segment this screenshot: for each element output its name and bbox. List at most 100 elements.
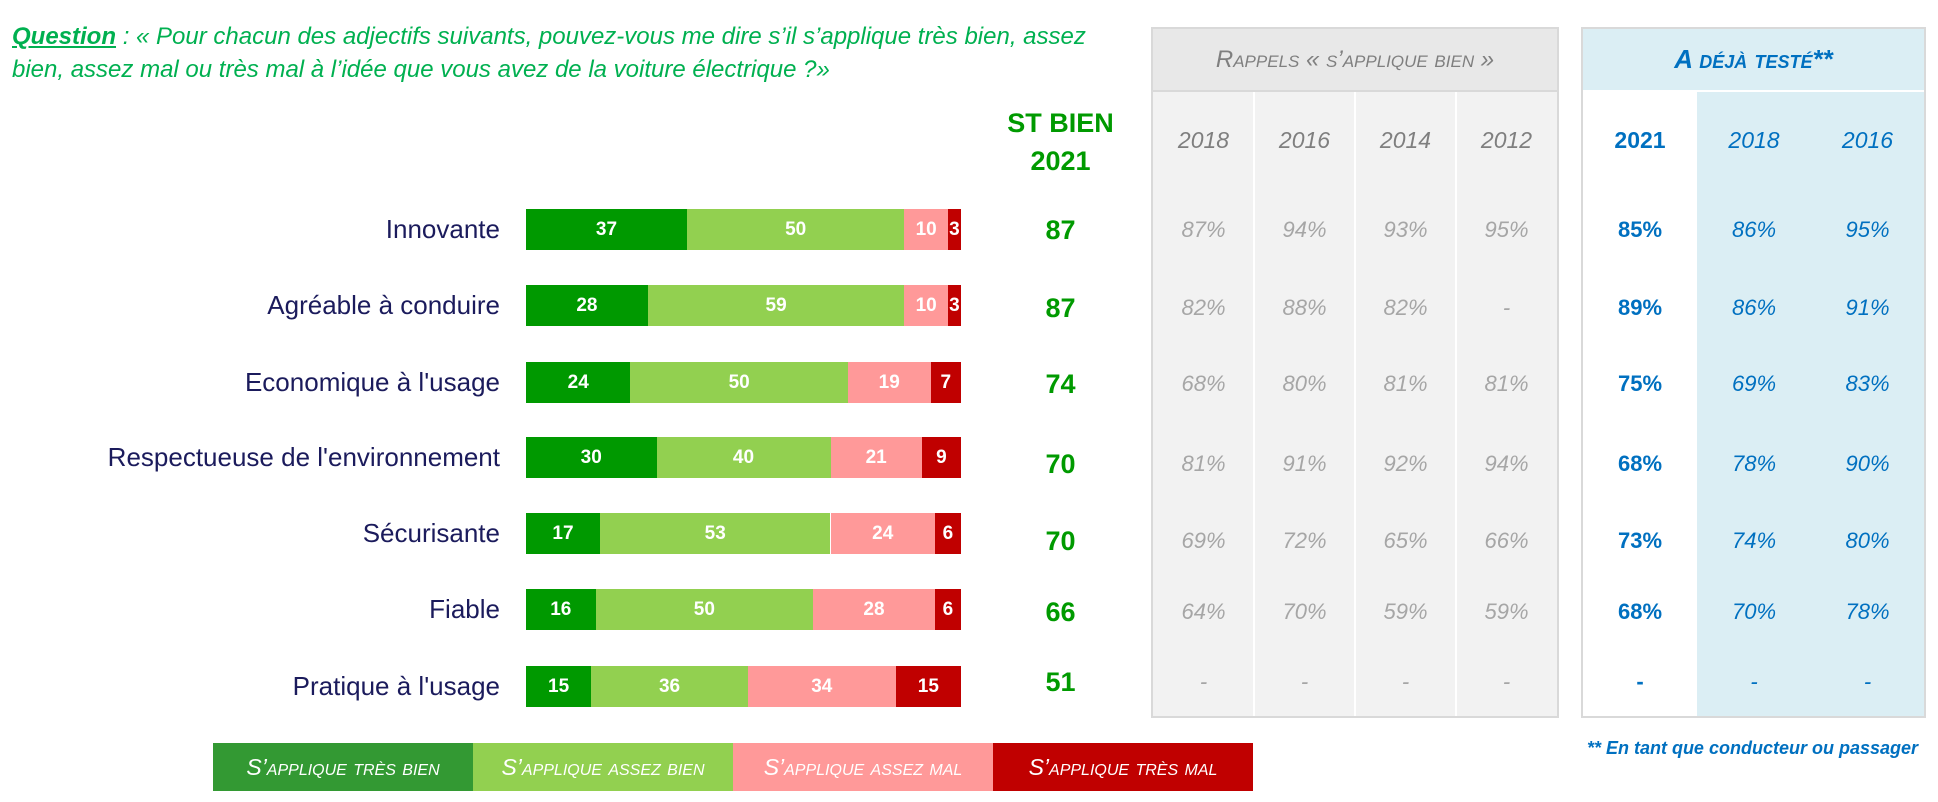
deja-teste-value: - [1750,669,1758,694]
deja-teste-value: 75% [1617,371,1663,396]
rappels-value: 81% [1484,371,1529,396]
bar-segment-assez-mal: 28 [813,588,935,630]
st-bien-value: 87 [1045,293,1076,323]
deja-teste-value: 80% [1845,528,1890,553]
question-line-1: Question : « Pour chacun des adjectifs s… [12,20,1144,53]
question-label: Question [12,23,117,50]
rappels-value: - [1502,669,1511,694]
st-bien-value: 74 [1045,369,1076,399]
st-bien-value: 70 [1045,449,1076,479]
rappels-value: 87% [1181,217,1226,242]
bar-value-label: 36 [658,675,681,697]
deja-teste-value: 69% [1731,371,1777,396]
st-bien-header: ST BIEN [1007,108,1114,138]
deja-teste-value: 68% [1617,599,1663,624]
rappels-year-header: 2016 [1278,127,1331,153]
rappels-value: 88% [1282,295,1327,320]
deja-teste-year-header: 2021 [1614,127,1666,153]
rappels-value: 82% [1383,295,1428,320]
bar-segment-tres-mal: 3 [947,208,961,250]
category-label: Economique à l'usage [244,367,500,397]
bar-segment-assez-mal: 34 [747,665,896,707]
bar-segment-assez-bien: 59 [647,284,905,326]
deja-teste-year-header: 2016 [1841,127,1894,153]
question-line-2: bien, assez mal ou très mal à l’idée que… [12,56,830,83]
column-divider [1354,92,1356,716]
bar-value-label: 17 [552,522,574,544]
rappels-year-header: 2012 [1480,127,1533,153]
bar-value-label: 28 [576,294,598,316]
rappels-year-header: 2014 [1379,127,1432,153]
stacked-bar: 30 40 21 9 [526,436,961,478]
bar-value-label: 37 [595,218,618,240]
rappels-year-header: 2018 [1177,127,1230,153]
deja-teste-value: 85% [1617,217,1663,242]
legend-item-assez-bien: S’applique assez bien [473,743,733,791]
bar-value-label: 3 [949,294,960,316]
bar-value-label: 3 [949,218,960,240]
column-divider [1455,92,1457,716]
bar-segment-assez-mal: 21 [830,436,922,478]
rappels-value: 68% [1181,371,1226,396]
deja-teste-value: - [1863,669,1872,694]
bar-value-label: 50 [728,371,750,393]
rappels-value: 82% [1181,295,1226,320]
bar-segment-tres-bien: 37 [526,208,687,250]
bar-value-label: 7 [940,371,952,393]
stacked-bar: 17 53 24 6 [526,512,961,554]
st-bien-value: 51 [1045,667,1076,697]
deja-teste-title: A déjà testé** [1583,29,1924,92]
deja-teste-value: 86% [1731,295,1777,320]
bar-value-label: 59 [765,294,787,316]
stacked-bar: 15 36 34 15 [526,665,961,707]
bar-segment-assez-mal: 10 [904,208,948,250]
rappels-value: 69% [1181,528,1226,553]
deja-teste-value: 95% [1845,217,1890,242]
rappels-value: 81% [1181,451,1226,476]
rappels-value: - [1199,669,1208,694]
bar-value-label: 24 [567,371,589,393]
deja-teste-value: 91% [1845,295,1890,320]
bar-segment-tres-bien: 30 [526,436,657,478]
bar-segment-tres-mal: 3 [947,284,961,326]
bar-value-label: 50 [693,598,715,620]
bar-segment-assez-mal: 10 [904,284,948,326]
bar-segment-assez-mal: 19 [847,361,931,403]
bar-segment-tres-mal: 6 [934,588,961,630]
category-label: Pratique à l'usage [292,671,500,701]
legend-item-tres-bien: S’applique très bien [213,743,473,791]
bar-value-label: 53 [704,522,726,544]
bar-segment-tres-mal: 7 [930,361,961,403]
deja-teste-value: 86% [1731,217,1777,242]
bar-value-label: 40 [732,446,755,468]
rappels-value: 64% [1181,599,1226,624]
rappels-value: - [1300,669,1309,694]
rappels-value: 92% [1383,451,1428,476]
rappels-value: 94% [1282,217,1327,242]
bar-segment-tres-bien: 24 [526,361,631,403]
category-label: Sécurisante [362,518,500,548]
rappels-value: 91% [1282,451,1327,476]
stacked-bar: 37 50 10 3 [526,208,961,250]
bar-value-label: 16 [550,598,572,620]
rappels-panel: Rappels « s’applique bien » 2018 2016 2014… [1151,27,1559,718]
deja-teste-shaded-columns [1697,92,1924,716]
rappels-value: 59% [1383,599,1428,624]
bar-segment-tres-bien: 28 [526,284,648,326]
bar-segment-assez-bien: 36 [591,665,748,707]
category-label: Agréable à conduire [267,290,500,320]
bar-segment-tres-mal: 6 [934,512,961,554]
category-label: Respectueuse de l'environnement [107,442,500,472]
deja-teste-value: 74% [1731,528,1777,553]
bar-value-label: 30 [580,446,602,468]
deja-teste-value: 70% [1731,599,1777,624]
deja-teste-value: - [1636,669,1644,694]
footnote: ** En tant que conducteur ou passager [1586,738,1918,758]
question-text: Question : « Pour chacun des adjectifs s… [12,20,1144,86]
rappels-value: 59% [1484,599,1529,624]
bar-value-label: 24 [872,522,894,544]
deja-teste-year-header: 2018 [1728,127,1780,153]
rappels-value: - [1502,295,1511,320]
rappels-value: 72% [1282,528,1327,553]
